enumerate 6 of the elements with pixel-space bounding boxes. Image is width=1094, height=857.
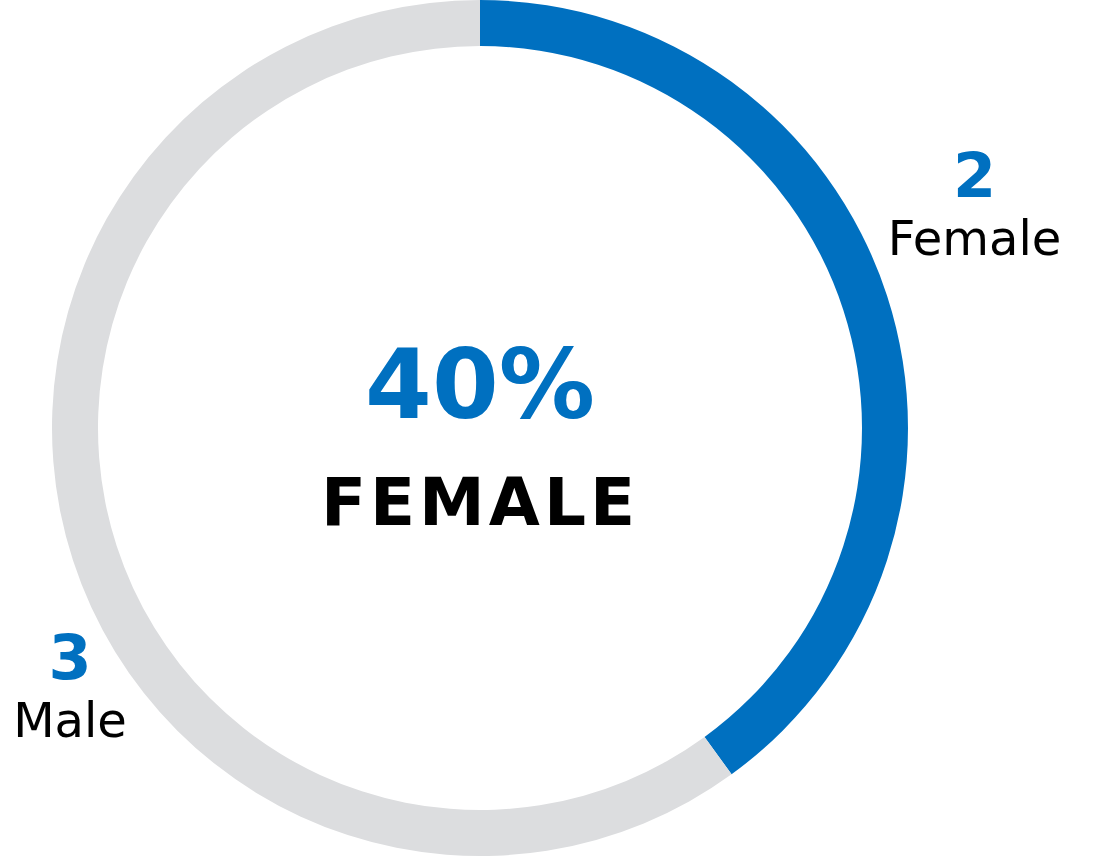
text: FEMALE [320, 464, 640, 541]
data-label: 3 [48, 620, 92, 694]
text: 40% [365, 329, 595, 441]
slice-label: Male [13, 691, 127, 748]
data-label: 2 [952, 139, 997, 213]
slice-label: Female [887, 210, 1062, 267]
